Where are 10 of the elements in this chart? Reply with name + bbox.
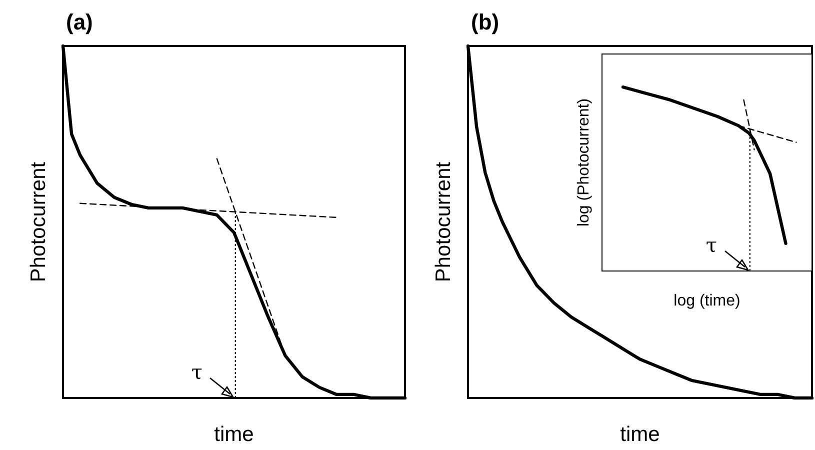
text: τ [706, 233, 717, 257]
x-axis-title: log (time) [674, 292, 740, 310]
y-axis-title: Photocurrent [27, 162, 50, 282]
chart-title: (a) [66, 10, 93, 34]
x-axis-title: time [620, 423, 660, 446]
y-axis-title: log (Photocurrent) [576, 98, 592, 227]
chart-title: (b) [471, 10, 500, 34]
text: τ [191, 360, 202, 384]
y-axis-title: Photocurrent [432, 162, 455, 282]
x-axis-title: time [214, 423, 254, 446]
